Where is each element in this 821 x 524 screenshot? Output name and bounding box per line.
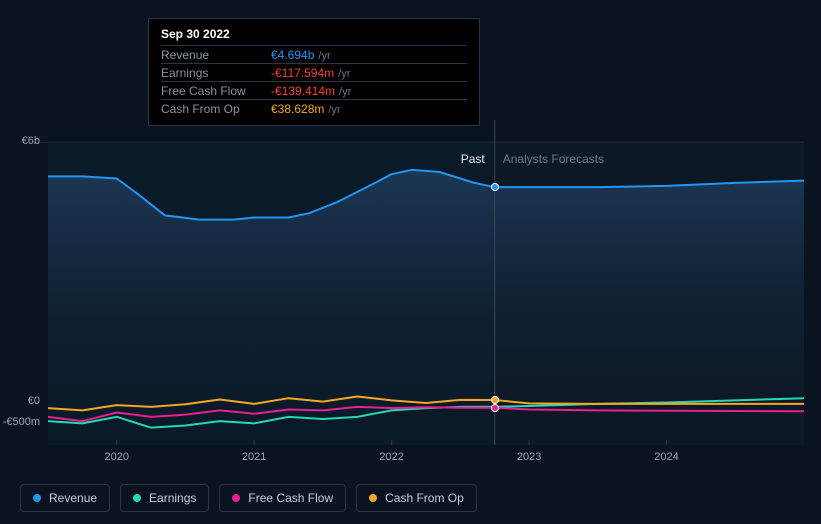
legend-label: Earnings: [149, 491, 196, 505]
tooltip-row-unit: /yr: [318, 50, 330, 62]
tooltip-row-label: Revenue: [161, 48, 271, 62]
tooltip-row: Revenue€4.694b/yr: [161, 45, 467, 63]
legend-item-revenue[interactable]: Revenue: [20, 484, 110, 512]
legend-item-fcf[interactable]: Free Cash Flow: [219, 484, 346, 512]
legend-dot-icon: [133, 494, 141, 502]
x-axis-label: 2022: [379, 451, 403, 463]
chart-container: PastAnalysts Forecasts€6b€0-€500m2020202…: [18, 120, 804, 480]
hover-marker-revenue: [491, 183, 499, 191]
tooltip-row-value: €4.694b: [271, 48, 314, 62]
legend-dot-icon: [232, 494, 240, 502]
legend-dot-icon: [33, 494, 41, 502]
x-axis-label: 2020: [104, 451, 128, 463]
x-axis-label: 2023: [517, 451, 541, 463]
hover-marker-fcf: [491, 404, 499, 412]
y-axis-label: €6b: [0, 135, 40, 147]
chart-svg[interactable]: [48, 120, 804, 445]
x-axis-label: 2021: [242, 451, 266, 463]
legend-item-cfo[interactable]: Cash From Op: [356, 484, 477, 512]
y-axis-label: €0: [0, 395, 40, 407]
tooltip-row-unit: /yr: [338, 68, 350, 80]
legend-label: Revenue: [49, 491, 97, 505]
tooltip-row: Earnings-€117.594m/yr: [161, 63, 467, 81]
tooltip-row-value: €38.628m: [271, 102, 324, 116]
tooltip-row: Free Cash Flow-€139.414m/yr: [161, 81, 467, 99]
section-label-past: Past: [461, 152, 485, 166]
tooltip-row: Cash From Op€38.628m/yr: [161, 99, 467, 117]
hover-tooltip: Sep 30 2022 Revenue€4.694b/yrEarnings-€1…: [148, 18, 480, 126]
section-label-forecast: Analysts Forecasts: [503, 152, 604, 166]
tooltip-row-value: -€139.414m: [271, 84, 335, 98]
legend-dot-icon: [369, 494, 377, 502]
legend-label: Free Cash Flow: [248, 491, 333, 505]
tooltip-date: Sep 30 2022: [161, 27, 467, 45]
y-axis-label: -€500m: [0, 416, 40, 428]
legend-item-earnings[interactable]: Earnings: [120, 484, 209, 512]
legend: Revenue Earnings Free Cash Flow Cash From O…: [20, 484, 477, 512]
tooltip-row-unit: /yr: [328, 104, 340, 116]
tooltip-row-value: -€117.594m: [271, 66, 334, 80]
legend-label: Cash From Op: [385, 491, 464, 505]
tooltip-row-unit: /yr: [339, 86, 351, 98]
tooltip-row-label: Free Cash Flow: [161, 84, 271, 98]
x-axis-label: 2024: [654, 451, 678, 463]
tooltip-row-label: Cash From Op: [161, 102, 271, 116]
tooltip-row-label: Earnings: [161, 66, 271, 80]
